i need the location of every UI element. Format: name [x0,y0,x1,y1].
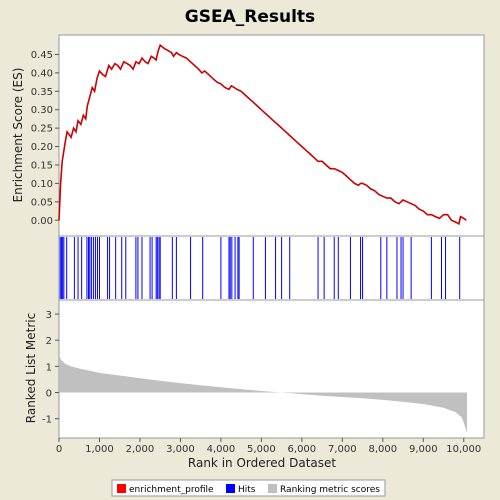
x-tick-label: 9,000 [409,444,438,455]
es-y-tick-label: 0.40 [31,68,53,79]
ranking-metric-area [59,354,467,434]
enrichment-score-panel: 0.00 0.05 0.10 0.15 0.20 0.25 0.30 0.35 0.40 0.45 [31,43,467,227]
hits-panel [59,237,461,299]
es-y-tick-label: 0.10 [31,179,53,190]
x-tick-label: 6,000 [288,444,317,455]
es-y-tick-label: 0.30 [31,105,53,116]
es-y-tick-label: 0.20 [31,142,53,153]
metric-axis-label: Ranked List Metric [24,313,38,423]
enrichment-profile-line [58,43,467,226]
x-tick-label: 8,000 [368,444,397,455]
legend-swatch-hits [226,484,235,493]
x-tick-label: 7,000 [328,444,357,455]
x-tick-label: 2,000 [126,444,155,455]
legend-swatch-enrichment-profile [117,484,126,493]
legend: enrichment_profile Hits Ranking metric s… [111,479,386,497]
legend-label-ranking-metric: Ranking metric scores [280,485,380,495]
x-tick-label: 10,000 [446,444,481,455]
x-axis-label: Rank in Ordered Dataset [188,456,336,470]
x-tick-label: 3,000 [166,444,195,455]
x-axis: 0 1,000 2,000 3,000 4,000 5,000 6,000 7,000 8,00… [56,438,481,455]
x-tick-label: 1,000 [85,444,114,455]
x-tick-label: 0 [56,444,62,455]
legend-swatch-ranking-metric [268,484,277,493]
es-y-tick-label: 0.45 [31,50,53,61]
metric-y-tick-label: 2 [46,336,52,347]
es-y-tick-label: 0.05 [31,197,53,208]
es-axis-label: Enrichment Score (ES) [11,68,25,203]
es-y-tick-label: 0.25 [31,124,53,135]
legend-box [111,479,386,497]
metric-y-tick-label: 3 [46,310,52,321]
metric-y-tick-label: -1 [42,415,52,426]
x-tick-label: 4,000 [207,444,236,455]
es-y-tick-label: 0.00 [31,216,53,227]
ranked-metric-panel: -1 0 1 2 3 [42,310,467,434]
es-y-tick-label: 0.15 [31,160,53,171]
chart-title: GSEA_Results [185,7,315,27]
metric-y-tick-label: 1 [46,362,52,373]
legend-label-hits: Hits [238,485,256,495]
es-y-tick-label: 0.35 [31,87,53,98]
metric-y-tick-label: 0 [46,389,52,400]
legend-label-enrichment-profile: enrichment_profile [129,485,214,495]
x-tick-label: 5,000 [247,444,276,455]
